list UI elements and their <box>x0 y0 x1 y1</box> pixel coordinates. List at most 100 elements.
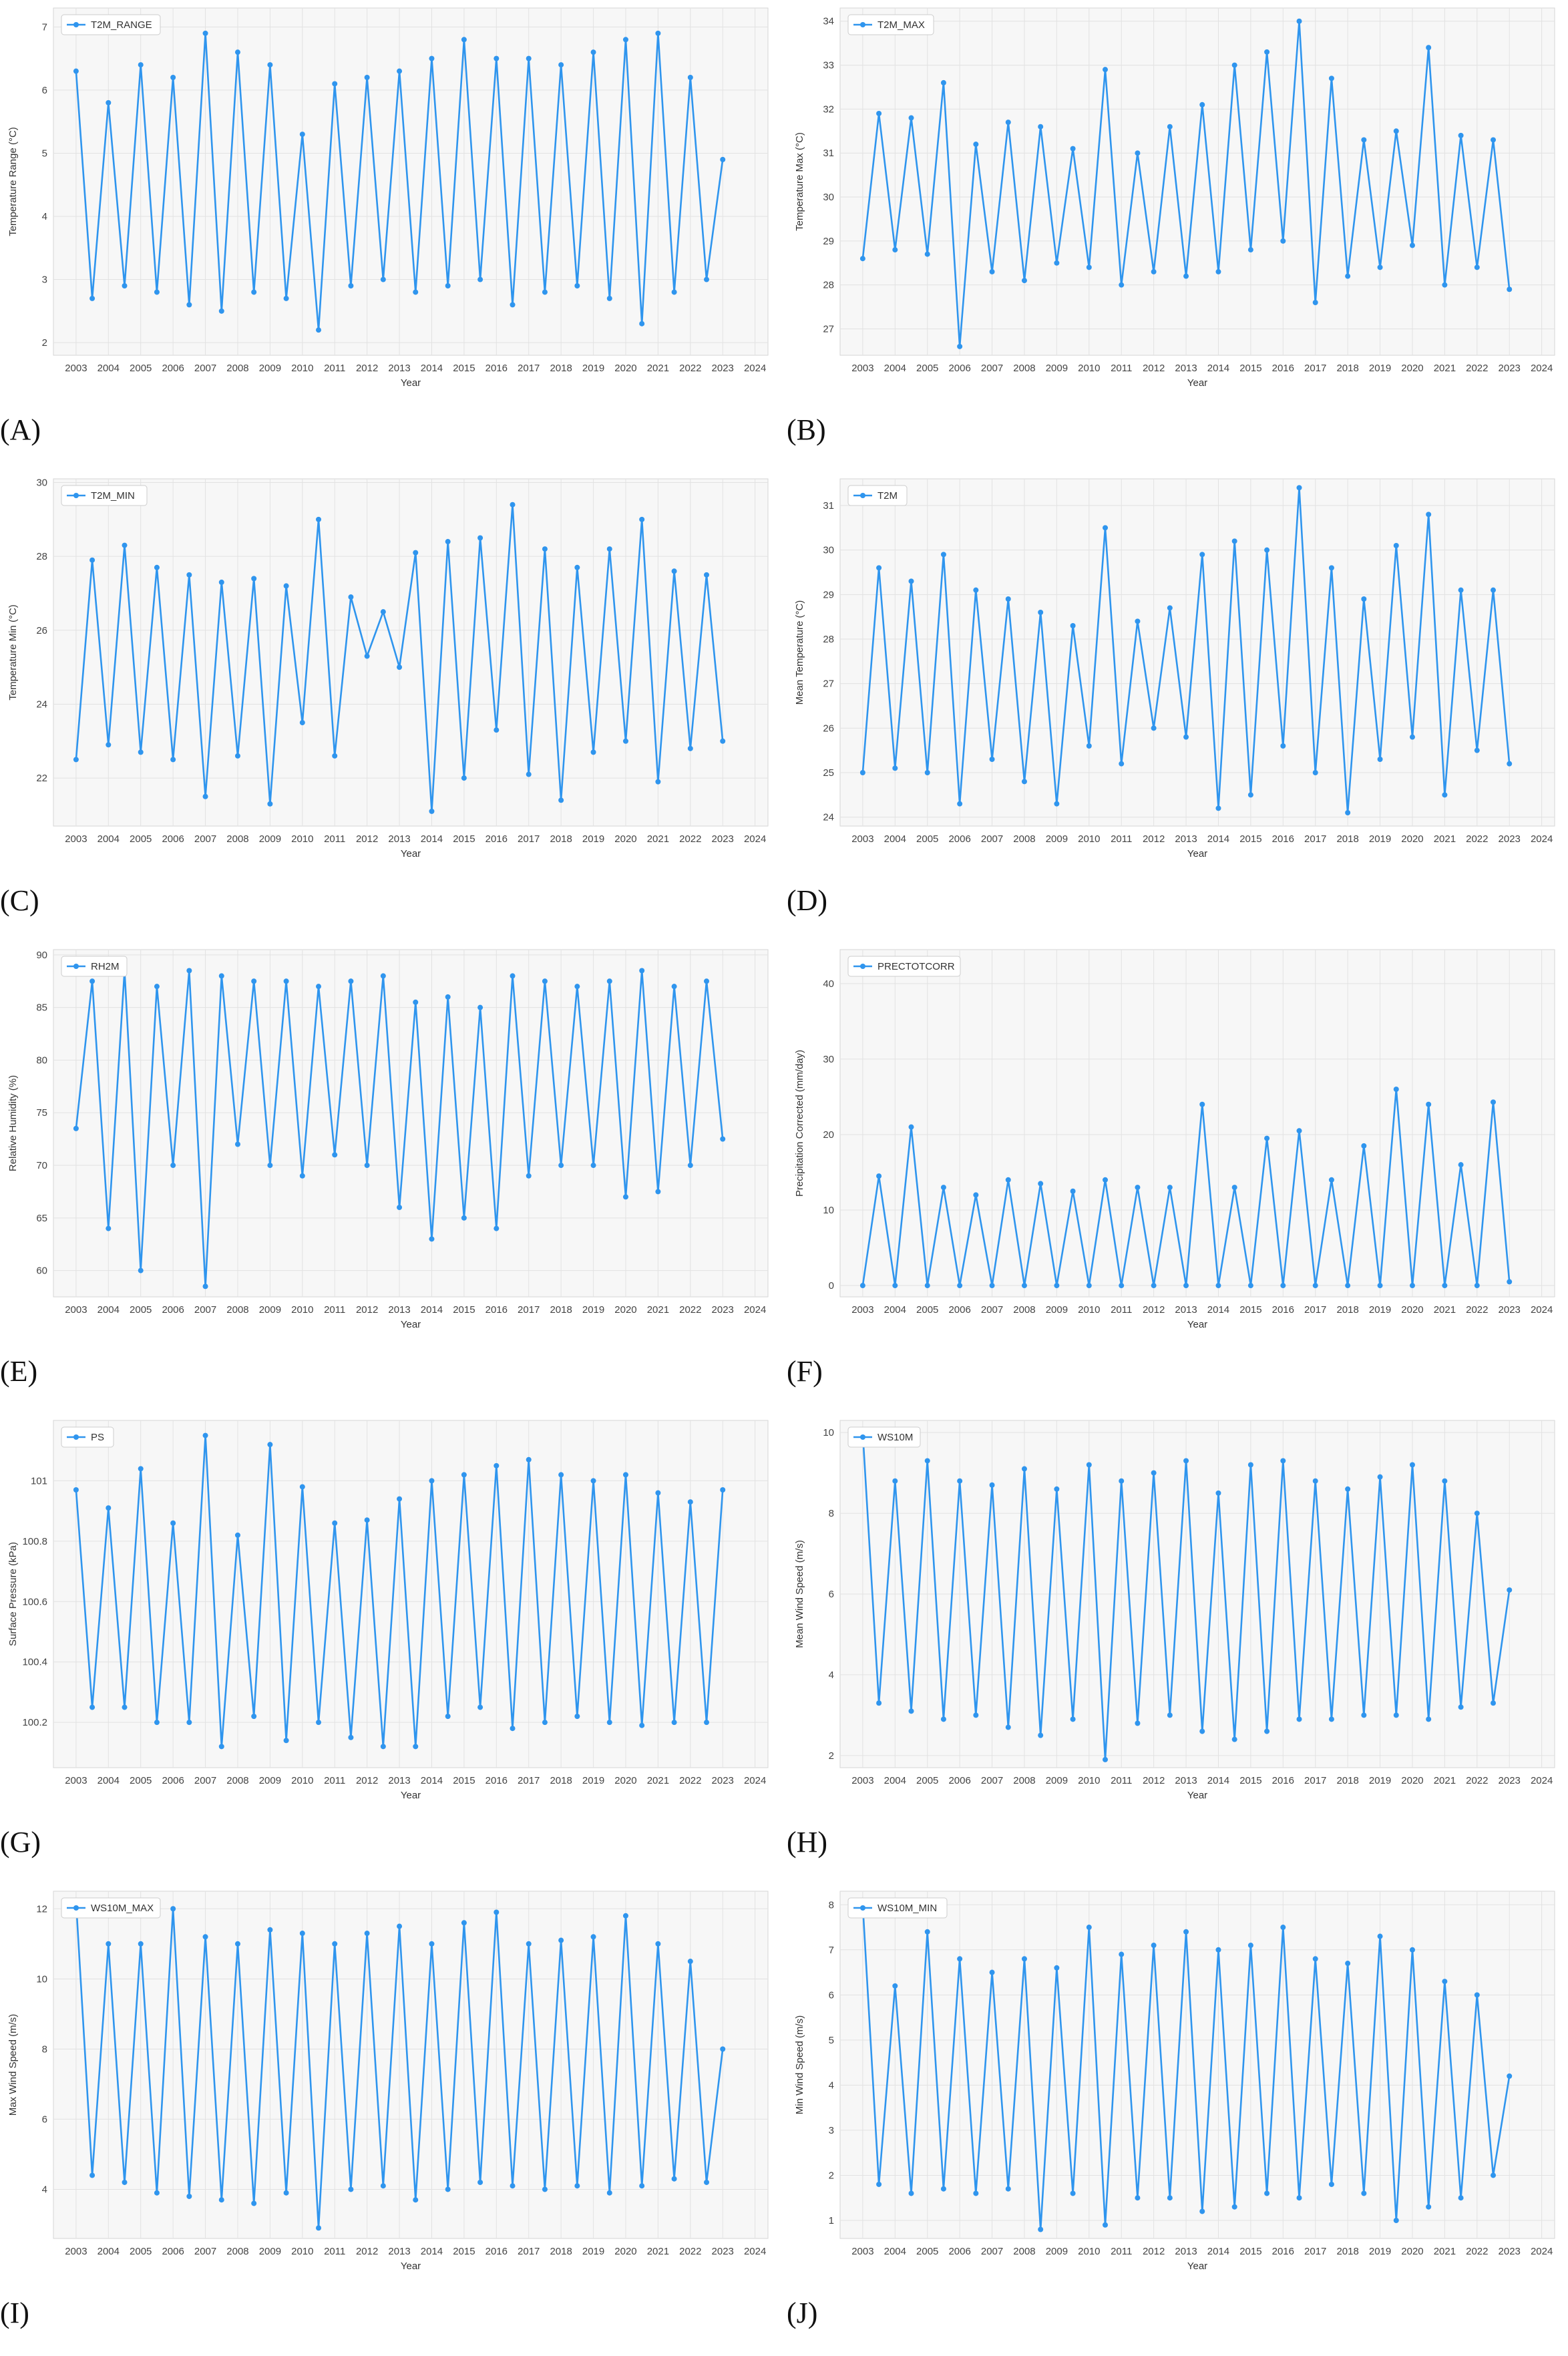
data-point <box>332 1941 338 1947</box>
x-tick-label: 2017 <box>518 363 540 374</box>
y-tick-label: 29 <box>823 236 834 247</box>
data-point <box>429 1941 435 1947</box>
data-point <box>1247 1943 1253 1949</box>
y-axis-label: Temperature Min (°C) <box>7 604 19 701</box>
legend-label: PS <box>91 1432 104 1443</box>
data-point <box>1247 1462 1253 1468</box>
x-tick-label: 2011 <box>324 2246 345 2257</box>
x-tick-label: 2010 <box>291 833 313 845</box>
x-tick-label: 2024 <box>744 363 766 374</box>
data-point <box>940 1185 946 1191</box>
x-tick-label: 2003 <box>851 363 873 374</box>
y-tick-label: 3 <box>42 274 47 286</box>
data-point <box>510 2183 516 2189</box>
data-point <box>283 978 289 984</box>
x-tick-label: 2004 <box>97 363 120 374</box>
y-tick-label: 6 <box>829 1989 834 2001</box>
data-point <box>332 1520 338 1526</box>
x-tick-label: 2009 <box>1046 1775 1068 1786</box>
x-tick-label: 2023 <box>1499 833 1521 845</box>
data-point <box>380 609 386 615</box>
data-point <box>1070 2190 1076 2196</box>
data-point <box>1215 1490 1221 1496</box>
x-tick-label: 2010 <box>291 363 313 374</box>
data-point <box>704 276 710 282</box>
data-point <box>655 779 661 785</box>
data-point <box>924 770 930 775</box>
data-point <box>234 1941 240 1947</box>
x-axis-label: Year <box>401 377 421 389</box>
data-point <box>1296 1716 1302 1722</box>
x-tick-label: 2014 <box>421 833 443 845</box>
x-tick-label: 2008 <box>1013 833 1035 845</box>
legend: T2M_MIN <box>61 485 148 506</box>
data-point <box>989 757 995 762</box>
data-point <box>477 276 483 282</box>
y-tick-label: 26 <box>36 625 47 636</box>
data-point <box>542 978 548 984</box>
data-point <box>1183 1283 1189 1289</box>
data-point <box>461 1920 467 1926</box>
x-tick-label: 2008 <box>1013 1775 1035 1786</box>
x-tick-label: 2011 <box>324 1775 345 1786</box>
data-point <box>1021 278 1027 284</box>
data-point <box>186 968 192 974</box>
x-tick-label: 2014 <box>1207 833 1229 845</box>
x-tick-label: 2008 <box>1013 1304 1035 1316</box>
data-point <box>1231 2204 1237 2210</box>
data-point <box>202 1432 208 1438</box>
data-point <box>558 62 564 68</box>
y-tick-label: 100.2 <box>22 1717 47 1728</box>
x-tick-label: 2019 <box>582 833 604 845</box>
data-point <box>1393 1087 1399 1093</box>
legend-label: T2M_RANGE <box>91 19 152 31</box>
x-tick-label: 2015 <box>1239 1304 1261 1316</box>
data-point <box>299 132 305 138</box>
x-tick-label: 2004 <box>97 1304 120 1316</box>
data-point <box>89 1704 95 1710</box>
data-point <box>218 2197 224 2203</box>
data-point <box>510 1726 516 1732</box>
data-point <box>1264 49 1270 55</box>
x-tick-label: 2011 <box>324 1304 345 1316</box>
legend-label: WS10M_MIN <box>877 1903 937 1914</box>
data-point <box>924 1283 930 1289</box>
y-tick-label: 90 <box>36 950 47 961</box>
y-tick-label: 24 <box>823 812 834 823</box>
data-point <box>1247 1283 1253 1289</box>
x-tick-label: 2005 <box>916 363 938 374</box>
data-point <box>364 1517 370 1523</box>
data-point <box>89 557 95 563</box>
x-tick-label: 2020 <box>1401 2246 1423 2257</box>
y-tick-label: 7 <box>829 1945 834 1956</box>
data-point <box>957 1478 963 1484</box>
x-tick-label: 2005 <box>130 833 152 845</box>
y-tick-label: 28 <box>36 551 47 562</box>
data-point <box>477 1704 483 1710</box>
x-tick-label: 2014 <box>1207 1304 1229 1316</box>
x-tick-label: 2006 <box>162 2246 184 2257</box>
data-point <box>73 1125 79 1131</box>
y-tick-label: 4 <box>42 2184 47 2195</box>
y-tick-label: 30 <box>823 192 834 203</box>
y-tick-label: 27 <box>823 324 834 335</box>
data-point <box>494 55 500 61</box>
data-point <box>892 1983 898 1989</box>
data-point <box>1264 547 1270 553</box>
chart-panel: 2003 2004 2005 2006 2007 2008 2009 2010 2011 2012… <box>0 471 781 944</box>
x-tick-label: 2005 <box>916 1775 938 1786</box>
data-point <box>299 1173 305 1179</box>
data-point <box>908 578 914 584</box>
x-tick-label: 2022 <box>679 363 701 374</box>
x-tick-label: 2015 <box>1239 2246 1261 2257</box>
data-point <box>316 2225 322 2231</box>
line-chart: 2003 2004 2005 2006 2007 2008 2009 2010 2011 2012… <box>7 1420 769 1801</box>
panel-letter: (B) <box>787 413 826 446</box>
data-point <box>510 973 516 979</box>
data-point <box>1409 1283 1415 1289</box>
data-point <box>1312 300 1318 306</box>
data-point <box>106 1225 112 1231</box>
data-point <box>558 797 564 803</box>
y-tick-label: 100.8 <box>22 1536 47 1547</box>
x-tick-label: 2024 <box>1531 1775 1553 1786</box>
